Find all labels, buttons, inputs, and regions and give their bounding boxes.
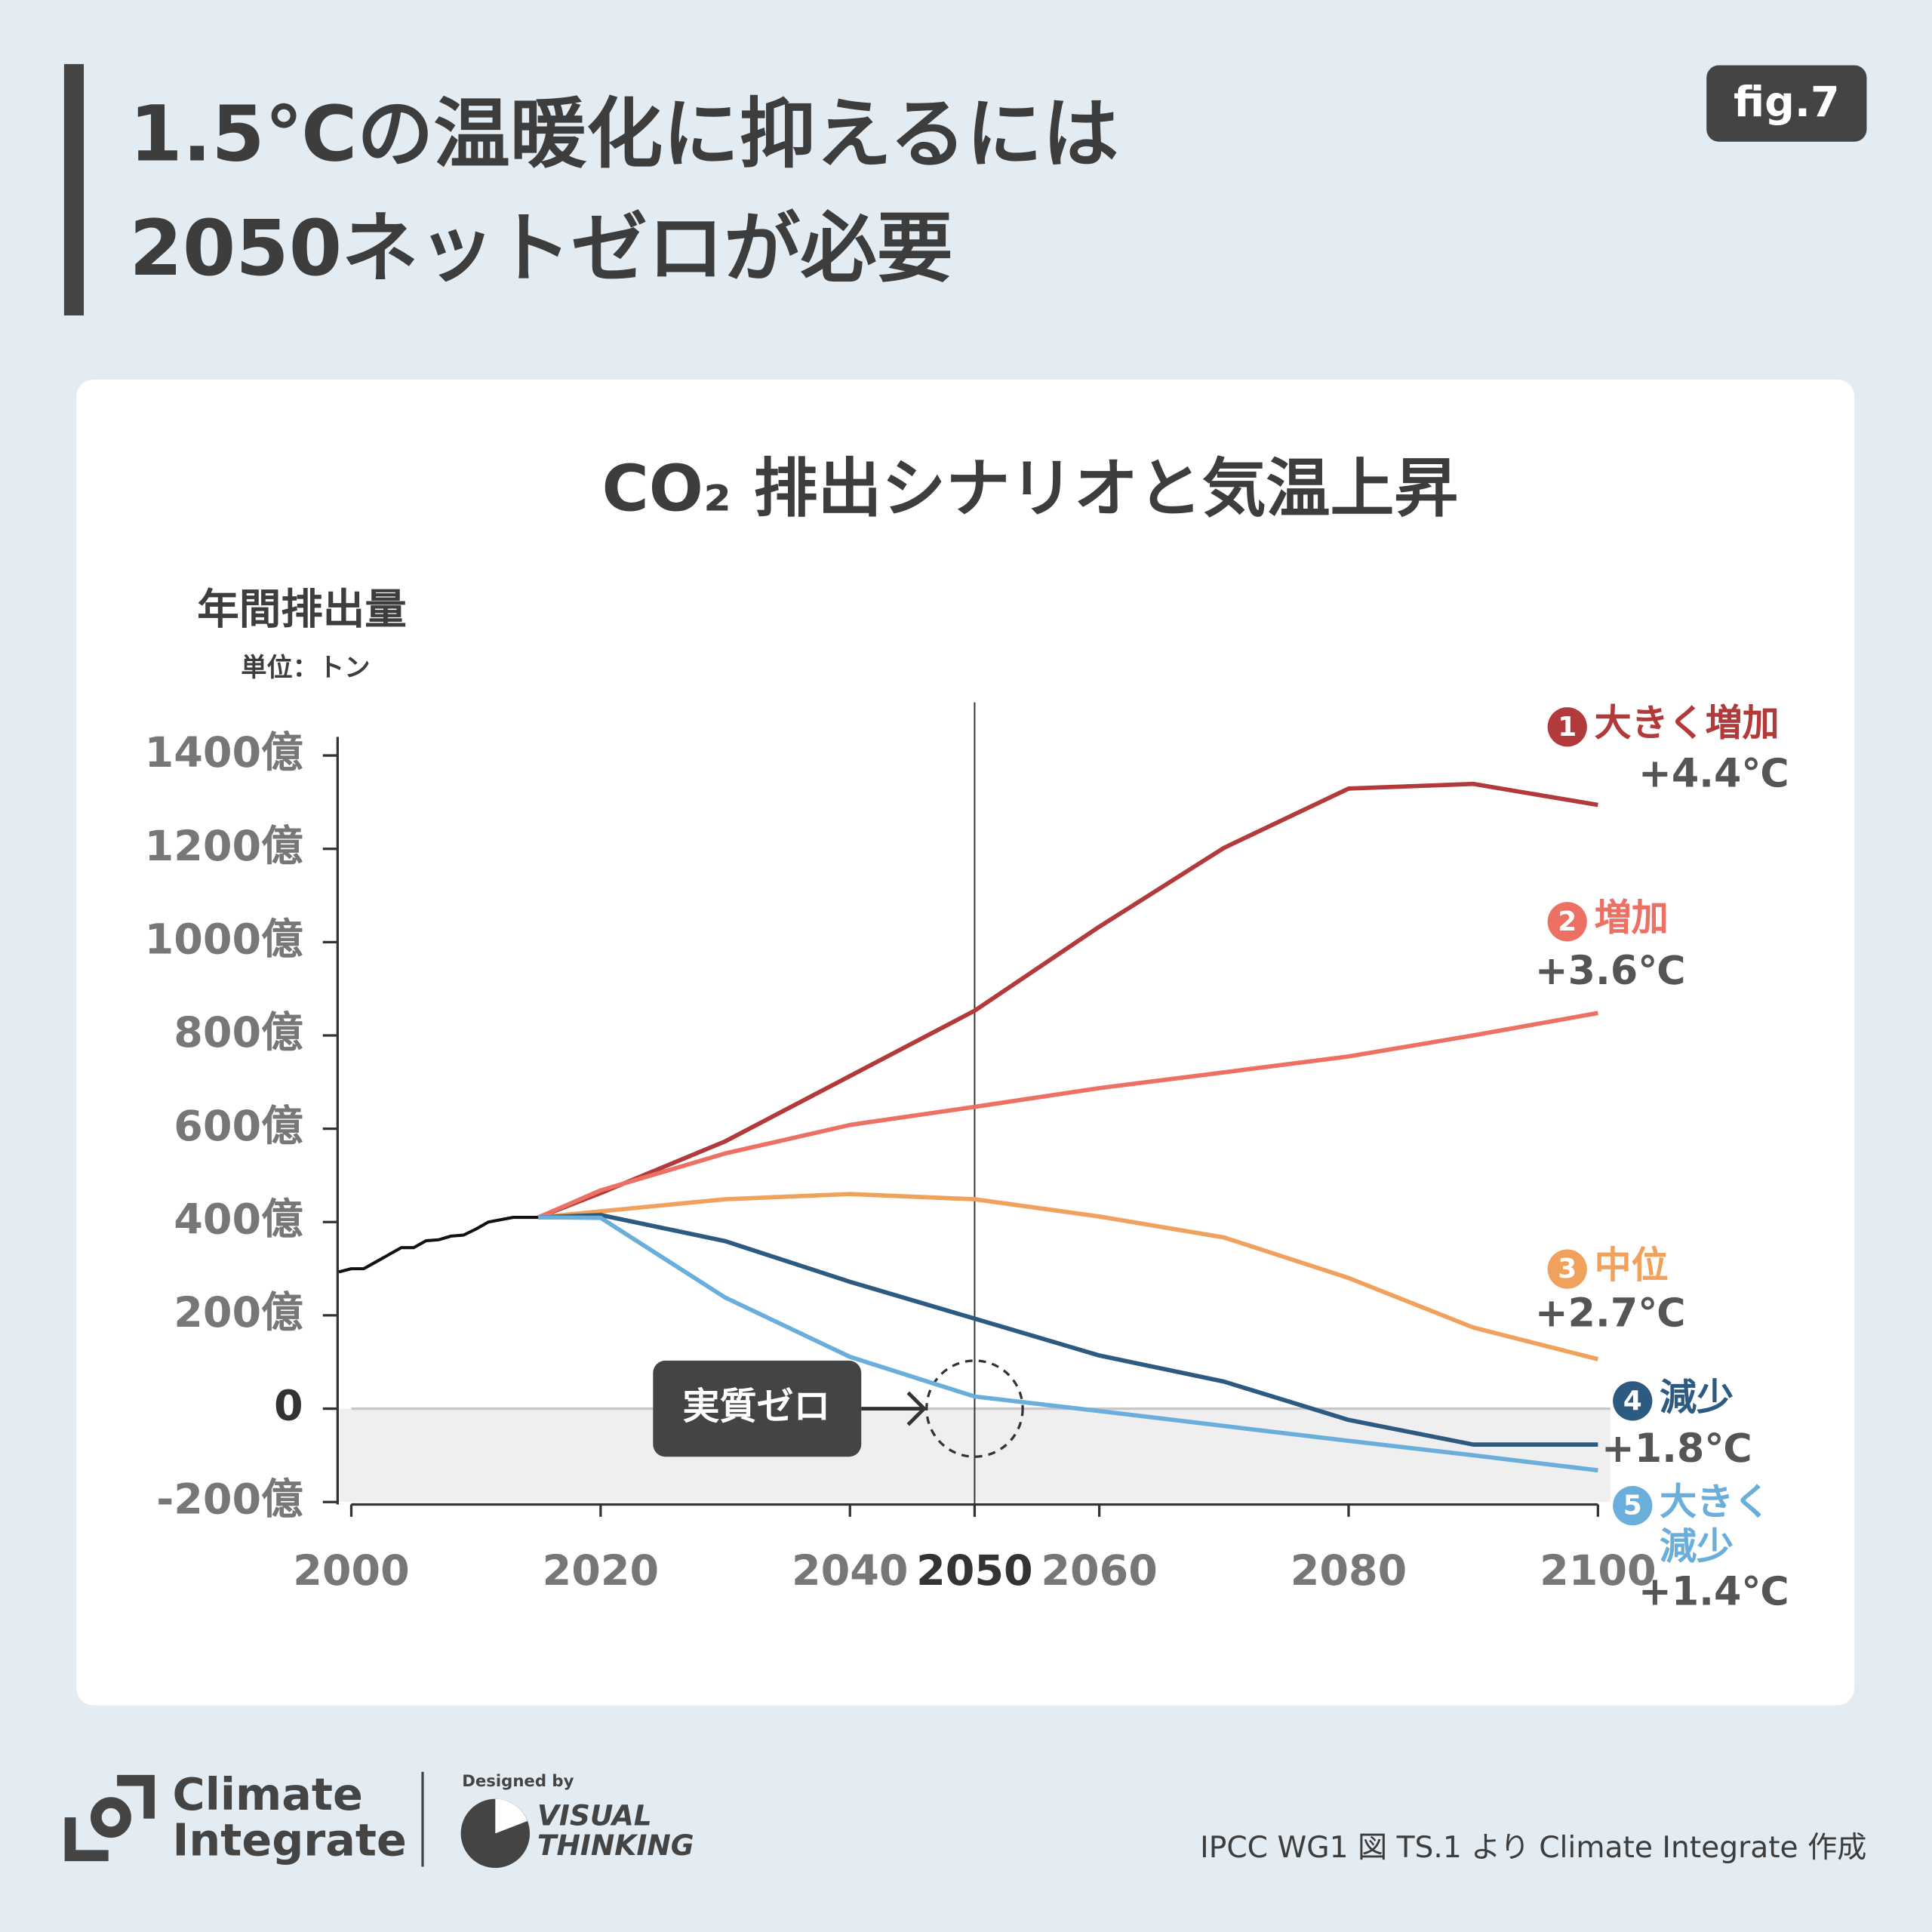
y-tick-label: 800億 — [174, 1008, 303, 1057]
y-tick-label: -200億 — [156, 1475, 303, 1524]
designer-name: THINKING — [537, 1829, 694, 1862]
temperature-label: +4.4℃ — [1638, 752, 1789, 797]
legend-badge-number: 1 — [1558, 712, 1577, 743]
scenario-line — [538, 1215, 1598, 1473]
scenario-line — [538, 1213, 1598, 1447]
temperature-label: +3.6℃ — [1535, 949, 1686, 994]
x-tick-label: 2100 — [1540, 1546, 1656, 1595]
logo-corner — [64, 1817, 109, 1862]
x-tick-label: 2020 — [543, 1546, 659, 1595]
legend-entry: 大きく増加 — [1594, 702, 1780, 746]
temperature-label: +1.8℃ — [1601, 1426, 1752, 1472]
y-tick-label: 1200億 — [145, 822, 303, 871]
net-zero-circle — [925, 1359, 1024, 1458]
brand-name: Integrate — [173, 1814, 407, 1866]
legend-entry-box: 中位 — [1594, 1244, 1669, 1288]
temperature-label: +2.7℃ — [1535, 1291, 1686, 1337]
legend-entry-box: 増加 — [1594, 897, 1669, 940]
legend-badge-number: 2 — [1558, 906, 1577, 937]
legend-badge — [1613, 1485, 1653, 1526]
legend-entry-box: 減少 — [1660, 1376, 1734, 1420]
y-axis-label: 年間排出量 — [197, 586, 407, 635]
y-tick-label: 200億 — [174, 1288, 303, 1337]
scenario-line — [538, 1192, 1599, 1361]
figure-badge — [1706, 65, 1867, 142]
chart-card — [76, 379, 1855, 1706]
scenario-line — [537, 781, 1598, 1220]
legend-badge — [1613, 1381, 1653, 1421]
chart-title: CO₂ 排出シナリオと気温上昇 — [601, 451, 1458, 526]
logo-corner — [117, 1774, 155, 1819]
legend-entry-box: 大きく増加 — [1594, 702, 1780, 746]
legend-entry: 増加 — [1594, 897, 1669, 940]
title: 2050ネットゼロが必要 — [129, 204, 952, 293]
legend-badge — [1547, 707, 1587, 747]
x-tick-label: 2000 — [293, 1546, 409, 1595]
y-tick-label: 1000億 — [145, 915, 303, 964]
x-tick-label: 2050 — [916, 1546, 1032, 1595]
figure-label: fig.7 — [1734, 78, 1840, 127]
y-tick-label: 600億 — [174, 1102, 303, 1151]
logo-circle — [91, 1797, 131, 1838]
plot: 1400億 1200億 1000億 800億 600億 400億 200億 0 -200億 200… — [145, 702, 1789, 1615]
brand-logo — [64, 1774, 155, 1862]
y-tick-label: 0 — [274, 1382, 303, 1431]
temperature-label: +1.4℃ — [1638, 1570, 1789, 1615]
title: 1.5℃の温暖化に抑えるには — [129, 89, 1118, 178]
annotation-text: 実質ゼロ — [683, 1385, 831, 1428]
designed-by: Designed by — [462, 1772, 574, 1791]
legend-badge — [1547, 902, 1587, 942]
annotation-box — [653, 1360, 862, 1457]
legend-entry: 減少 — [1660, 1376, 1734, 1420]
legend-entry-box: 大きく減少 — [1660, 1481, 1771, 1569]
legend-badge-number: 4 — [1623, 1386, 1642, 1417]
y-tick-label: 400億 — [174, 1195, 303, 1244]
y-axis-unit: 単位：トン — [241, 653, 370, 683]
history-line — [338, 1216, 539, 1274]
y-tick-label: 1400億 — [145, 728, 303, 777]
legend-badge — [1547, 1249, 1587, 1289]
legend-entry: 大きく減少 — [1660, 1481, 1771, 1569]
brand-name: Climate — [173, 1768, 363, 1820]
scenario-line — [537, 1011, 1598, 1220]
source: IPCC WG1 図 TS.1 より Climate Integrate 作成 — [1200, 1831, 1866, 1865]
title-bar — [63, 63, 85, 315]
x-tick-label: 2060 — [1041, 1546, 1157, 1595]
annotation-arrow — [861, 1391, 927, 1426]
legend-badge-number: 5 — [1623, 1491, 1642, 1521]
legend-badge-number: 3 — [1558, 1254, 1577, 1284]
designer-name: VISUAL — [537, 1799, 652, 1832]
legend-entry: 中位 — [1594, 1244, 1669, 1288]
designer-logo-slice — [495, 1798, 528, 1834]
x-tick-label: 2080 — [1291, 1546, 1407, 1595]
x-tick-label: 2040 — [792, 1546, 908, 1595]
